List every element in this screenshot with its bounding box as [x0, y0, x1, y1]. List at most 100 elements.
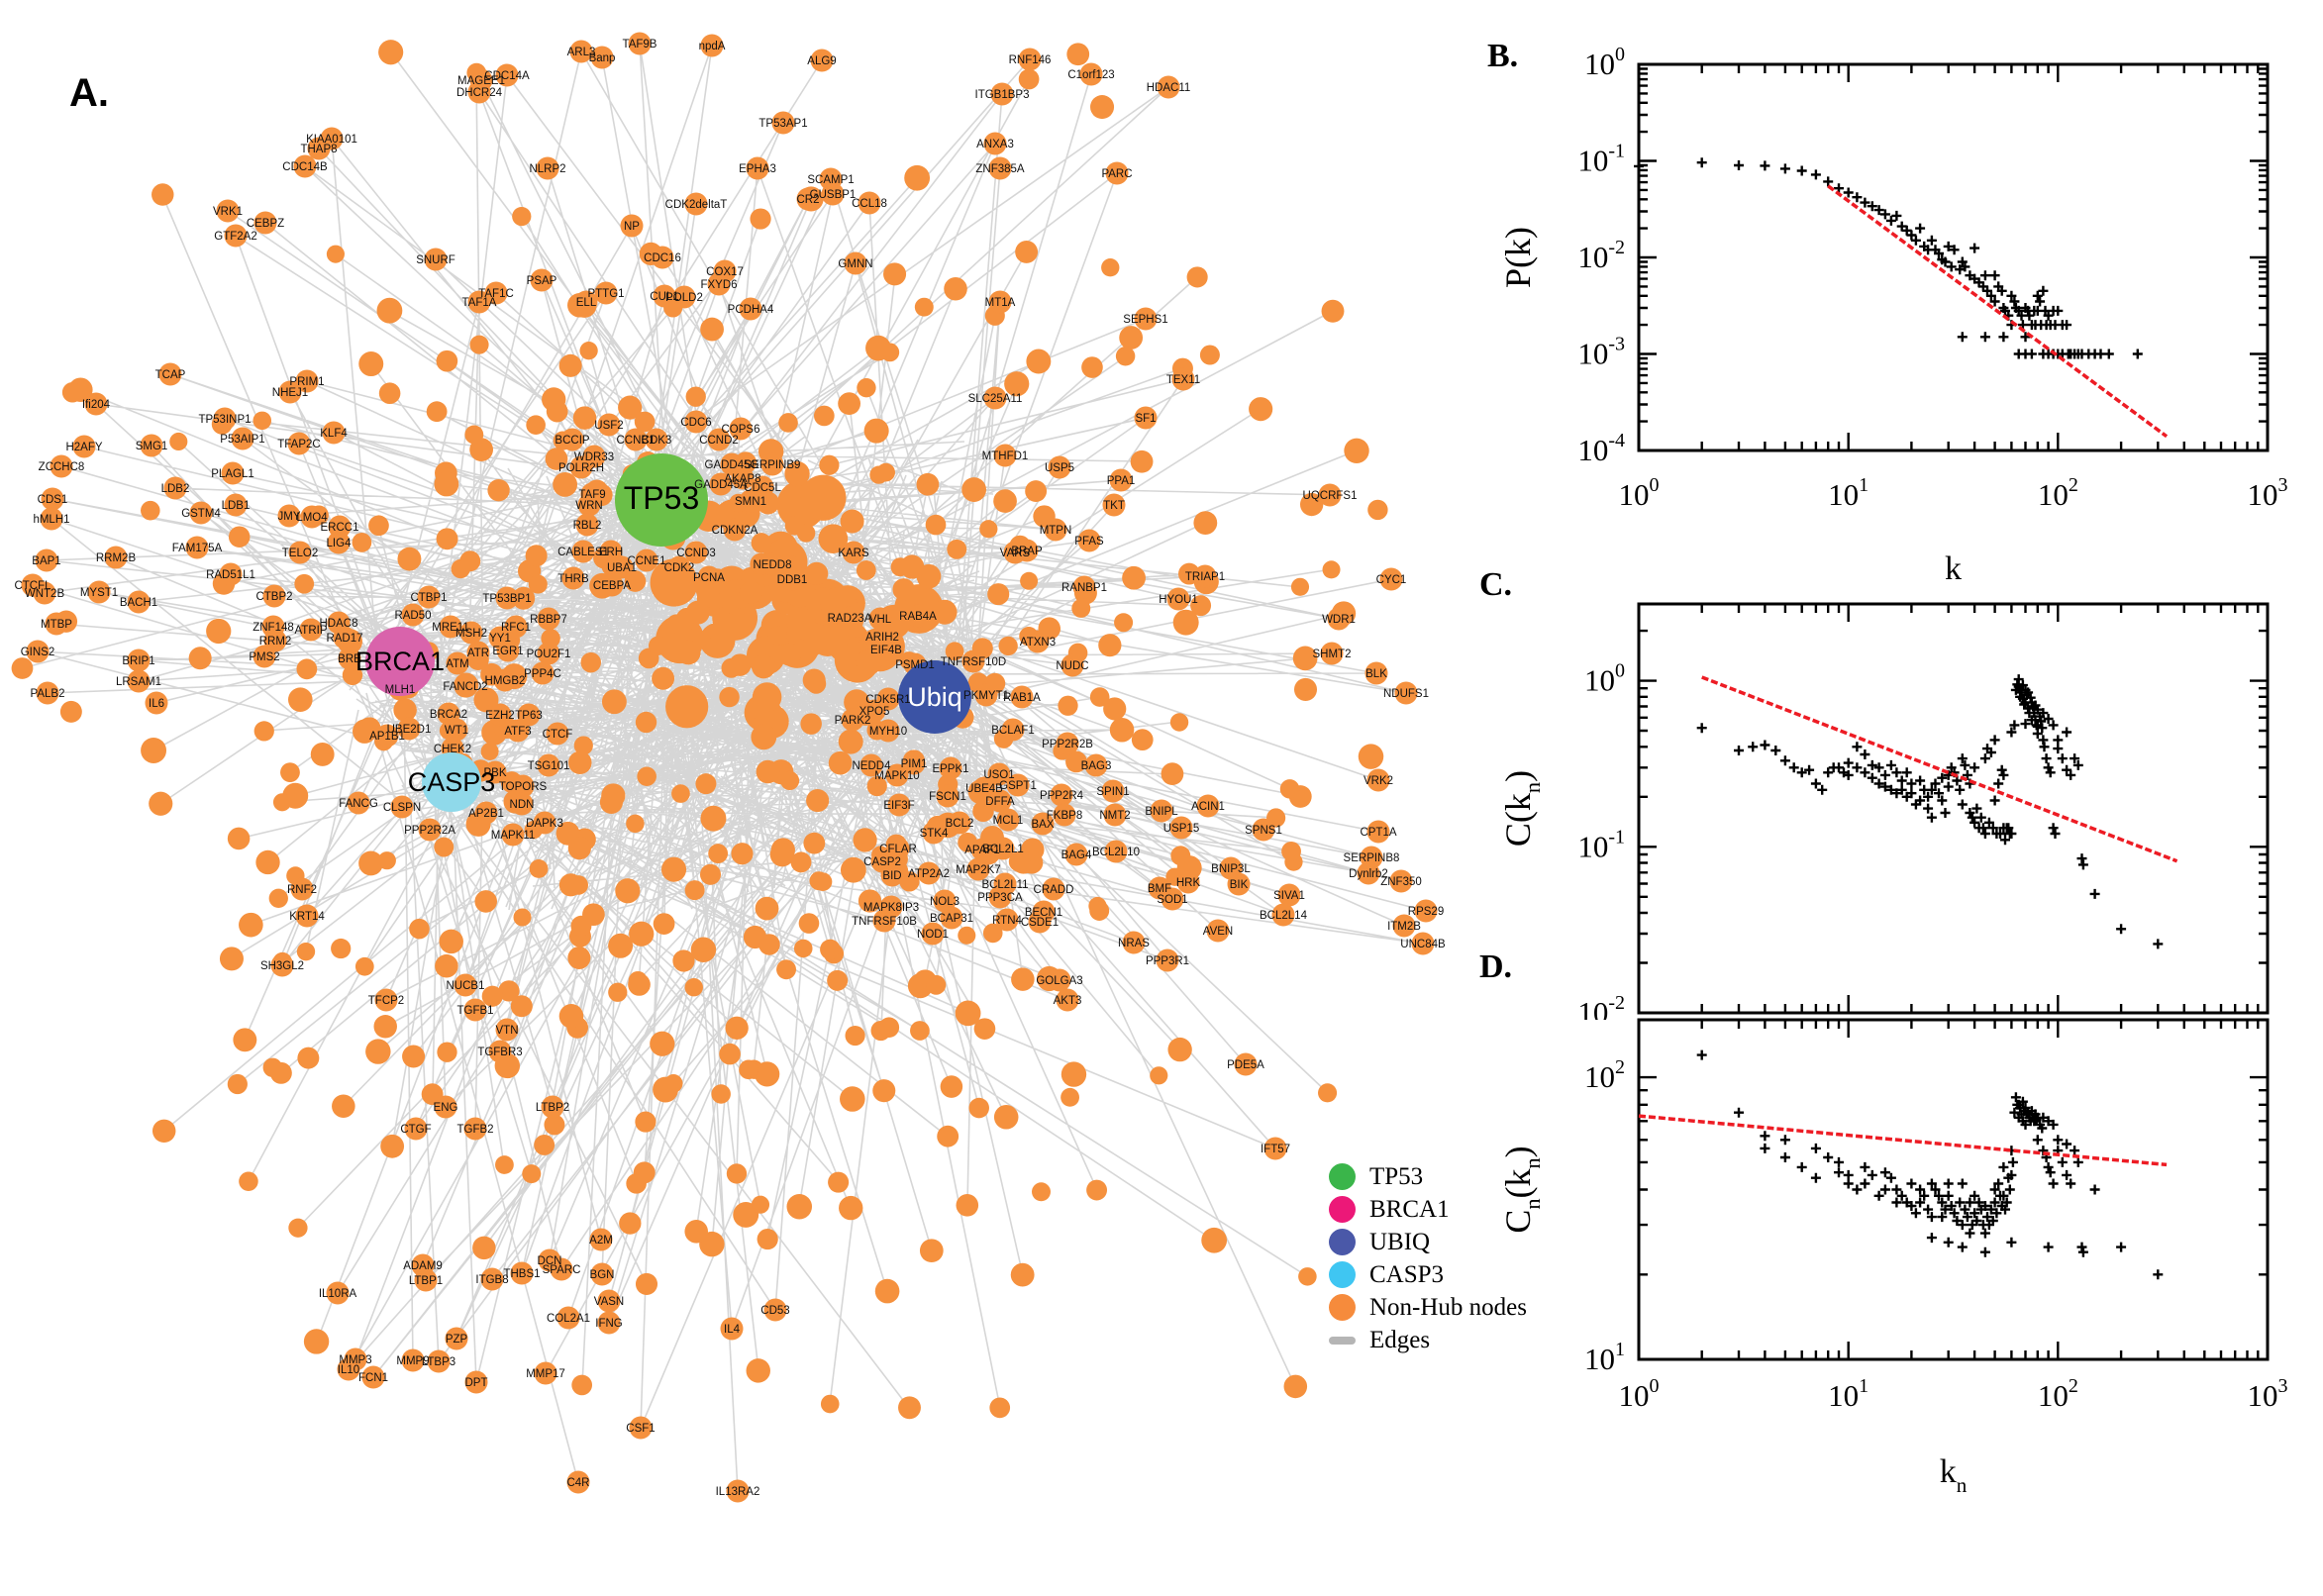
non-hub-node[interactable]	[328, 515, 352, 539]
non-hub-node[interactable]	[495, 1155, 514, 1174]
non-hub-node[interactable]	[731, 466, 755, 490]
hub-node-tp53[interactable]	[615, 453, 708, 547]
non-hub-node[interactable]	[594, 281, 618, 305]
non-hub-node[interactable]	[331, 938, 352, 959]
non-hub-node[interactable]	[127, 648, 151, 672]
non-hub-node[interactable]	[961, 649, 985, 673]
non-hub-node[interactable]	[806, 789, 830, 813]
non-hub-node[interactable]	[841, 708, 864, 732]
non-hub-node[interactable]	[424, 248, 448, 271]
non-hub-node[interactable]	[838, 606, 861, 630]
non-hub-node[interactable]	[401, 1348, 425, 1372]
non-hub-node[interactable]	[635, 1272, 658, 1295]
non-hub-node[interactable]	[495, 1018, 519, 1042]
non-hub-node[interactable]	[618, 395, 643, 420]
non-hub-node[interactable]	[784, 460, 810, 487]
non-hub-node[interactable]	[1150, 799, 1173, 823]
non-hub-node[interactable]	[561, 566, 585, 590]
non-hub-node[interactable]	[480, 1267, 504, 1291]
non-hub-node[interactable]	[1015, 241, 1039, 263]
non-hub-node[interactable]	[1281, 841, 1301, 861]
non-hub-node[interactable]	[1190, 595, 1212, 617]
non-hub-node[interactable]	[866, 775, 887, 797]
non-hub-node[interactable]	[1322, 560, 1341, 579]
non-hub-node[interactable]	[838, 392, 861, 416]
non-hub-node[interactable]	[463, 1117, 487, 1141]
non-hub-node[interactable]	[956, 1194, 979, 1217]
non-hub-node[interactable]	[41, 487, 64, 511]
non-hub-node[interactable]	[589, 1228, 613, 1251]
non-hub-node[interactable]	[1411, 932, 1435, 955]
non-hub-node[interactable]	[373, 1015, 397, 1039]
non-hub-node[interactable]	[840, 856, 866, 883]
non-hub-node[interactable]	[1042, 877, 1065, 901]
non-hub-node[interactable]	[573, 736, 593, 755]
non-hub-node[interactable]	[910, 1021, 930, 1041]
non-hub-node[interactable]	[1018, 68, 1040, 90]
non-hub-node[interactable]	[127, 669, 151, 693]
non-hub-node[interactable]	[1066, 43, 1090, 66]
non-hub-node[interactable]	[1392, 914, 1416, 938]
non-hub-node[interactable]	[983, 132, 1007, 155]
non-hub-node[interactable]	[1196, 794, 1220, 818]
non-hub-node[interactable]	[853, 828, 877, 852]
non-hub-node[interactable]	[974, 683, 998, 707]
non-hub-node[interactable]	[45, 612, 68, 636]
non-hub-node[interactable]	[917, 861, 941, 885]
non-hub-node[interactable]	[1109, 468, 1133, 492]
non-hub-node[interactable]	[1077, 529, 1101, 552]
non-hub-node[interactable]	[436, 528, 458, 550]
non-hub-node[interactable]	[288, 541, 312, 564]
non-hub-node[interactable]	[838, 729, 863, 754]
non-hub-node[interactable]	[295, 904, 319, 928]
non-hub-node[interactable]	[11, 657, 34, 679]
non-hub-node[interactable]	[726, 1479, 750, 1503]
non-hub-node[interactable]	[481, 985, 503, 1007]
non-hub-node[interactable]	[368, 515, 389, 537]
non-hub-node[interactable]	[307, 137, 331, 160]
non-hub-node[interactable]	[26, 640, 50, 663]
non-hub-node[interactable]	[1028, 910, 1052, 934]
non-hub-node[interactable]	[828, 750, 853, 775]
non-hub-node[interactable]	[227, 1073, 248, 1095]
non-hub-node[interactable]	[1327, 607, 1351, 631]
non-hub-node[interactable]	[493, 668, 517, 692]
non-hub-node[interactable]	[751, 533, 772, 553]
non-hub-node[interactable]	[590, 46, 614, 69]
non-hub-node[interactable]	[140, 434, 163, 457]
non-hub-node[interactable]	[780, 770, 800, 791]
non-hub-node[interactable]	[883, 262, 907, 286]
non-hub-node[interactable]	[495, 586, 519, 610]
non-hub-node[interactable]	[498, 980, 520, 1002]
non-hub-node[interactable]	[550, 1257, 573, 1281]
non-hub-node[interactable]	[983, 386, 1007, 410]
non-hub-node[interactable]	[1186, 266, 1208, 288]
non-hub-node[interactable]	[231, 427, 254, 450]
non-hub-node[interactable]	[739, 297, 762, 321]
non-hub-node[interactable]	[790, 851, 812, 873]
non-hub-node[interactable]	[914, 297, 934, 317]
non-hub-node[interactable]	[844, 251, 867, 275]
non-hub-node[interactable]	[1001, 718, 1025, 742]
non-hub-node[interactable]	[635, 711, 657, 734]
non-hub-node[interactable]	[572, 406, 597, 430]
non-hub-node[interactable]	[474, 890, 498, 913]
non-hub-node[interactable]	[771, 111, 795, 135]
non-hub-node[interactable]	[813, 405, 835, 427]
non-hub-node[interactable]	[531, 661, 555, 685]
non-hub-node[interactable]	[574, 290, 598, 314]
non-hub-node[interactable]	[414, 1268, 438, 1292]
non-hub-node[interactable]	[437, 1042, 457, 1062]
non-hub-node[interactable]	[784, 516, 805, 536]
non-hub-node[interactable]	[803, 832, 826, 854]
non-hub-node[interactable]	[695, 773, 717, 795]
non-hub-node[interactable]	[620, 214, 644, 238]
non-hub-node[interactable]	[1090, 95, 1115, 120]
non-hub-node[interactable]	[940, 906, 963, 930]
non-hub-node[interactable]	[1318, 483, 1342, 507]
non-hub-node[interactable]	[972, 800, 994, 823]
non-hub-node[interactable]	[863, 418, 889, 444]
non-hub-node[interactable]	[377, 851, 396, 870]
non-hub-node[interactable]	[819, 454, 840, 475]
non-hub-node[interactable]	[862, 699, 886, 723]
